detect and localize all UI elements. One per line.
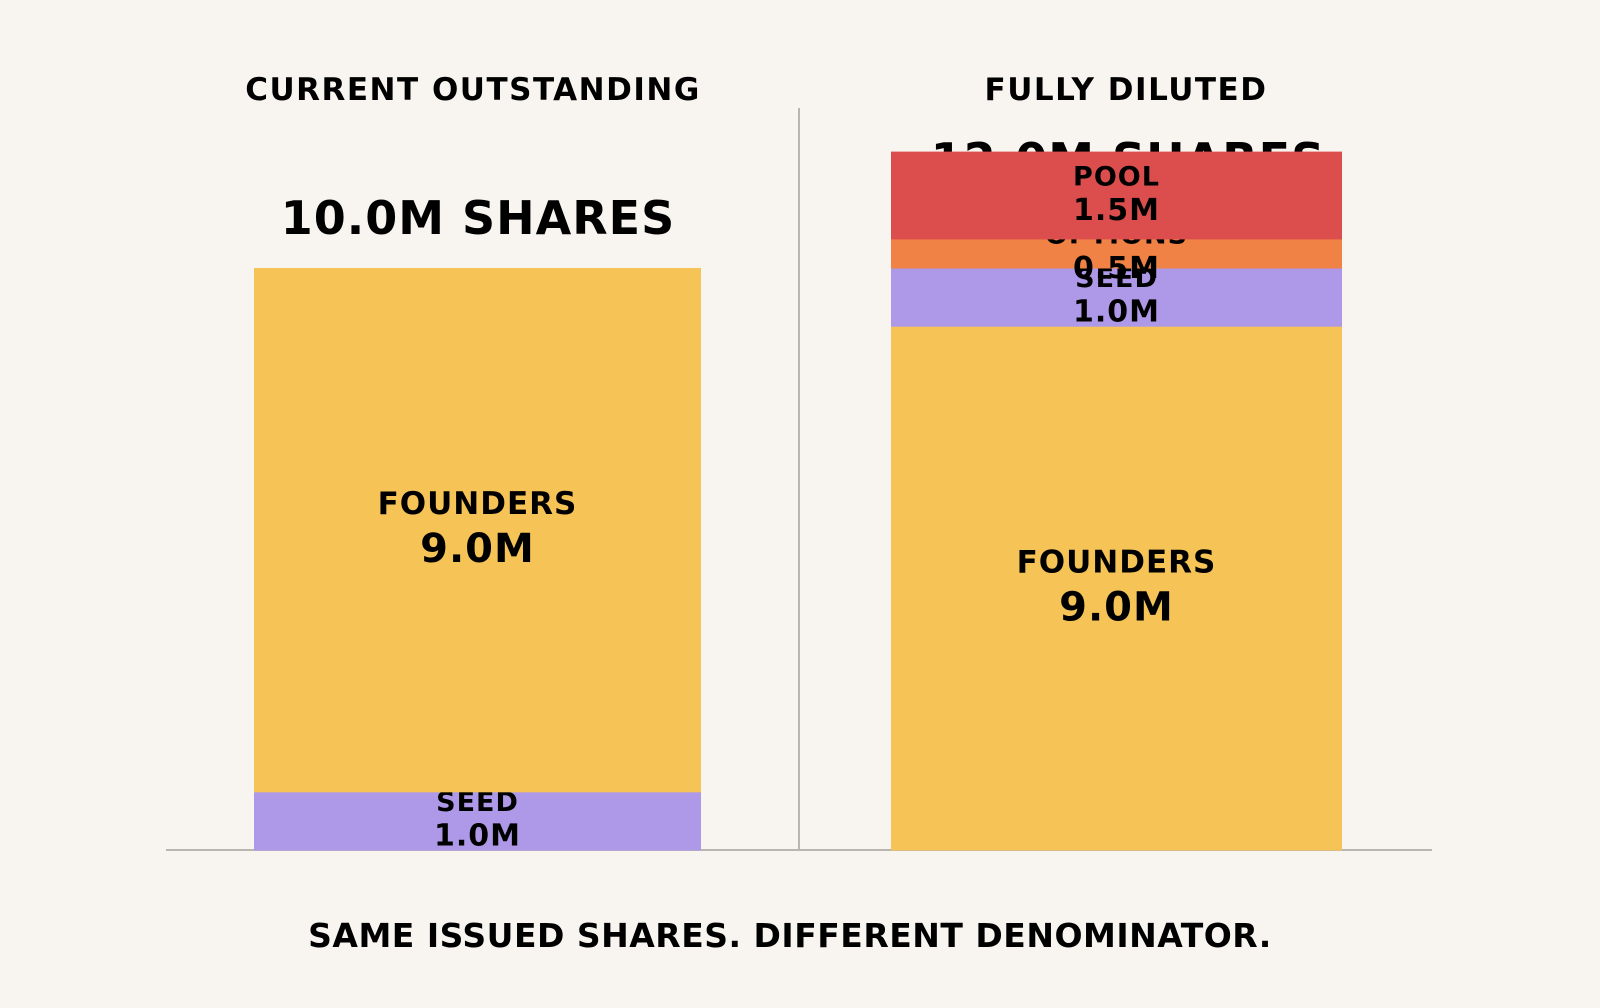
segment-value-diluted-founders: 9.0M <box>1059 584 1174 630</box>
bar-segment-diluted-founders <box>891 326 1342 851</box>
segment-value-current-seed: 1.0M <box>434 819 521 854</box>
segment-value-diluted-options: 0.5M <box>1073 251 1160 286</box>
chart-caption: SAME ISSUED SHARES. DIFFERENT DENOMINATO… <box>308 916 1272 955</box>
panel-title-current: CURRENT OUTSTANDING <box>245 72 701 108</box>
bar-segment-diluted-options <box>891 238 1342 269</box>
bar-segment-current-seed <box>254 791 701 851</box>
total-label-current: 10.0M SHARES <box>281 191 676 245</box>
segment-name-diluted-pool: POOL <box>1073 161 1160 192</box>
bar-segment-current-founders <box>254 268 701 793</box>
bar-segment-diluted-seed <box>891 268 1342 327</box>
segment-value-diluted-pool: 1.5M <box>1073 193 1160 228</box>
segment-value-diluted-seed: 1.0M <box>1073 295 1160 330</box>
segment-name-current-founders: FOUNDERS <box>378 486 578 522</box>
panel-title-diluted: FULLY DILUTED <box>985 72 1268 108</box>
bar-segment-diluted-pool <box>891 151 1342 240</box>
segment-value-current-founders: 9.0M <box>420 526 535 572</box>
segment-name-diluted-founders: FOUNDERS <box>1017 544 1217 580</box>
